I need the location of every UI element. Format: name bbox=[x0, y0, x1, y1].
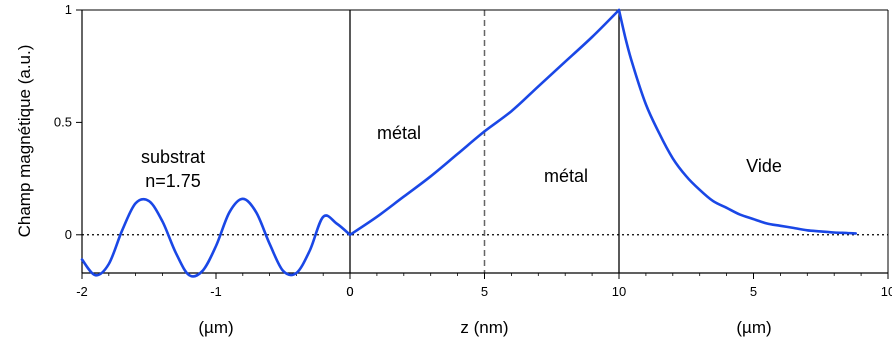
annotation-metal-left: métal bbox=[377, 123, 421, 143]
y-tick-label: 0 bbox=[65, 227, 72, 242]
series-lines bbox=[80, 8, 857, 278]
y-axis-label: Champ magnétique (a.u.) bbox=[15, 45, 34, 238]
x-axis-label: z (nm) bbox=[460, 318, 508, 337]
x-tick-label: 0 bbox=[346, 284, 353, 299]
series-line-substrat bbox=[80, 197, 352, 278]
axes bbox=[76, 9, 889, 279]
series-line-vide bbox=[617, 8, 857, 235]
x-axis-label: (µm) bbox=[198, 318, 233, 337]
x-tick-label: 5 bbox=[750, 284, 757, 299]
x-tick-label: 0 bbox=[346, 284, 353, 299]
reference-lines bbox=[82, 10, 888, 273]
annotation-substrat: substrat bbox=[141, 147, 205, 167]
x-tick-label: 10 bbox=[881, 284, 892, 299]
annotation-vide: Vide bbox=[746, 156, 782, 176]
x-tick-label: 10 bbox=[612, 284, 626, 299]
x-tick-label: 5 bbox=[481, 284, 488, 299]
y-tick-label: 0.5 bbox=[54, 114, 72, 129]
series-line-metal bbox=[348, 8, 621, 237]
annotation-metal-right: métal bbox=[544, 166, 588, 186]
x-tick-label: -2 bbox=[76, 284, 88, 299]
x-tick-label: -1 bbox=[210, 284, 222, 299]
annotation-substrat: n=1.75 bbox=[145, 171, 201, 191]
labels: 00.51-2 -1 0(µm)0 5 10z (nm)5 10(µm)Champ mag… bbox=[15, 2, 892, 337]
y-tick-label: 1 bbox=[65, 2, 72, 17]
x-axis-label: (µm) bbox=[736, 318, 771, 337]
